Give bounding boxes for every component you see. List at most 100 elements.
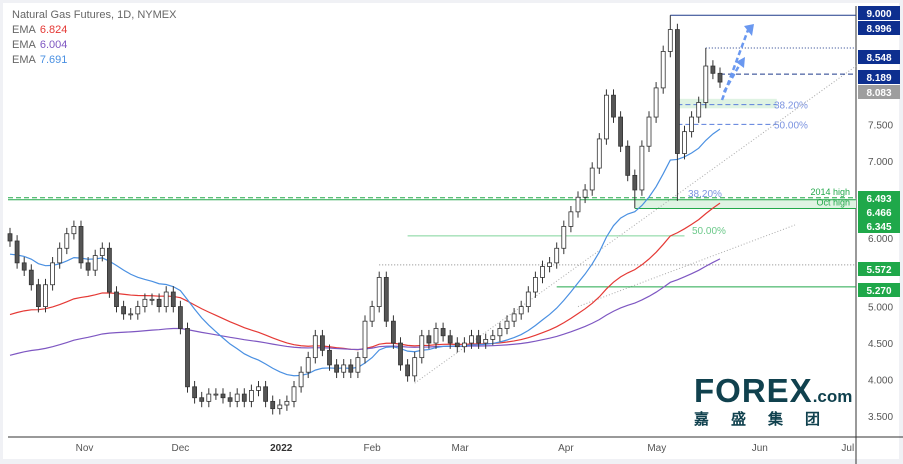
candle-body [341,364,347,373]
candle [355,351,361,379]
price-tag-bg [858,205,900,219]
candle [703,47,709,109]
candle-body [497,328,503,337]
candle [170,286,176,313]
candle [277,399,283,415]
candle [376,271,382,313]
candle [632,169,638,209]
candle [390,315,396,349]
candle-body [461,342,467,348]
candle-body [575,196,581,213]
candle-body [398,342,403,366]
price-tag-bg [858,191,900,205]
candle-body [277,404,283,410]
candle-body [596,138,602,169]
candle-body [50,262,55,286]
candle [369,300,375,328]
candle-body [291,386,297,402]
x-tick-label: Jun [752,443,768,454]
candle [312,329,318,364]
candle-body [14,240,20,264]
candle [85,257,91,276]
candle [57,242,63,269]
candle [440,322,446,342]
candle [348,359,354,379]
candle [469,329,474,349]
candle-body [28,269,34,286]
candle-body [639,145,645,191]
candle [36,278,41,313]
candle-body [220,393,226,399]
price-tag: 6.345 [866,222,891,233]
candle [575,191,581,218]
candle [199,391,205,408]
candle-body [163,291,169,307]
candle [327,344,332,371]
candle-body [213,393,219,396]
candle-body [43,284,48,308]
y-tick-label: 4.000 [868,376,893,387]
candle [639,140,645,196]
candle [234,388,240,408]
candle [43,278,48,313]
candle [682,125,687,160]
candle [667,15,673,58]
candle [419,329,425,364]
candle [554,242,560,269]
price-tag-bg [858,283,900,297]
candle-body [483,339,489,344]
candle [78,220,84,269]
ema-legend-3: EMA 7.691 [12,53,176,68]
candle [433,322,439,349]
candle-body [149,298,155,301]
x-tick-label: Feb [363,443,381,454]
candle [653,82,659,123]
candle-body [376,277,382,308]
ema-value: 6.824 [39,24,68,36]
candle [582,184,588,204]
x-tick-label: 2022 [270,443,293,454]
candle-body [142,298,148,307]
candle [248,384,254,408]
x-tick-label: Nov [76,443,94,454]
candle-body [78,226,84,264]
candle [511,308,517,328]
candle-body [703,65,709,103]
candle-body [604,94,609,140]
candle [291,380,297,408]
candle [604,89,609,145]
candle-body [348,364,354,373]
candle-body [518,306,524,315]
candle-body [433,328,439,344]
x-tick-label: Jul [841,443,854,454]
candle [461,337,467,353]
candle-body [440,328,446,337]
ema-legend-2: EMA 6.004 [12,38,176,53]
candle-body [241,393,247,402]
level-note: Oct high [816,198,850,208]
candle-body [114,291,119,307]
ema-label: EMA [12,39,36,51]
candle [518,300,524,320]
candle-body [227,397,233,402]
candle [504,315,510,335]
price-tag-9000: 9.000 [866,9,891,20]
candle [135,300,141,320]
candle-body [667,29,673,52]
candle-body [646,116,652,147]
candle-body [476,335,482,344]
candle [710,60,716,80]
candle-body [383,277,389,322]
candle [540,260,545,284]
ema-legend-1: EMA 6.824 [12,23,176,38]
candle-body [355,357,361,373]
x-tick-label: Dec [172,443,190,454]
candle [533,271,538,298]
logo-suffix: .com [812,387,853,406]
candle-body [696,102,702,118]
candle-body [625,145,631,176]
candle [490,329,496,346]
price-tag-9000-bg [858,6,900,20]
candle [142,293,148,313]
